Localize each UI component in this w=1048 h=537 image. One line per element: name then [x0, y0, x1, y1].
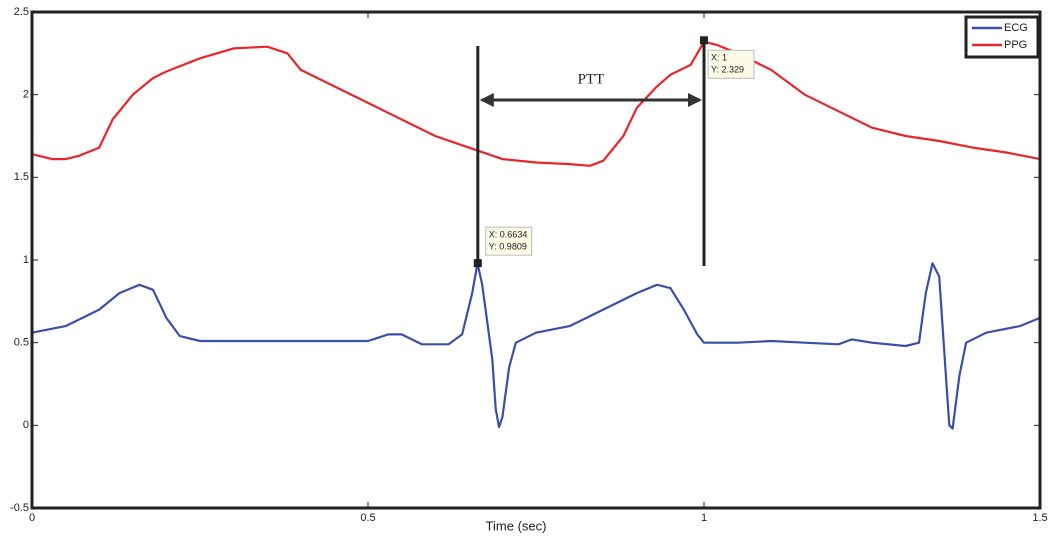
y-tick-label: 2.5: [14, 6, 29, 18]
datatip-text: Y: 0.9809: [489, 242, 527, 252]
y-tick-label: 2: [23, 89, 29, 101]
series-line: [32, 42, 1040, 166]
arrow-head: [688, 93, 702, 107]
plot-frame: [32, 12, 1040, 508]
datatip-text: X: 1: [711, 53, 727, 63]
datatip-text: Y: 2.329: [711, 65, 744, 75]
arrow-head: [480, 93, 494, 107]
series-line: [32, 263, 1040, 428]
y-tick-label: 0.5: [14, 337, 29, 349]
x-tick-label: 1: [701, 512, 707, 524]
page: Time (sec) -0.500.511.522.500.511.5PTTX:…: [0, 0, 1048, 537]
datatip-marker: [700, 36, 708, 44]
legend-label: PPG: [1004, 39, 1027, 51]
annotation: PTT: [578, 71, 605, 87]
x-axis-label: Time (sec): [486, 518, 547, 533]
x-tick-label: 0.5: [360, 512, 375, 524]
y-tick-label: 1: [23, 254, 29, 266]
x-tick-label: 1.5: [1032, 512, 1047, 524]
y-tick-label: 1.5: [14, 171, 29, 183]
datatip-marker: [474, 259, 482, 267]
y-tick-label: -0.5: [10, 502, 29, 514]
chart: Time (sec) -0.500.511.522.500.511.5PTTX:…: [0, 0, 1048, 537]
y-tick-label: 0: [23, 419, 29, 431]
datatip-text: X: 0.6634: [489, 230, 528, 240]
legend-label: ECG: [1004, 22, 1028, 34]
x-tick-label: 0: [29, 512, 35, 524]
